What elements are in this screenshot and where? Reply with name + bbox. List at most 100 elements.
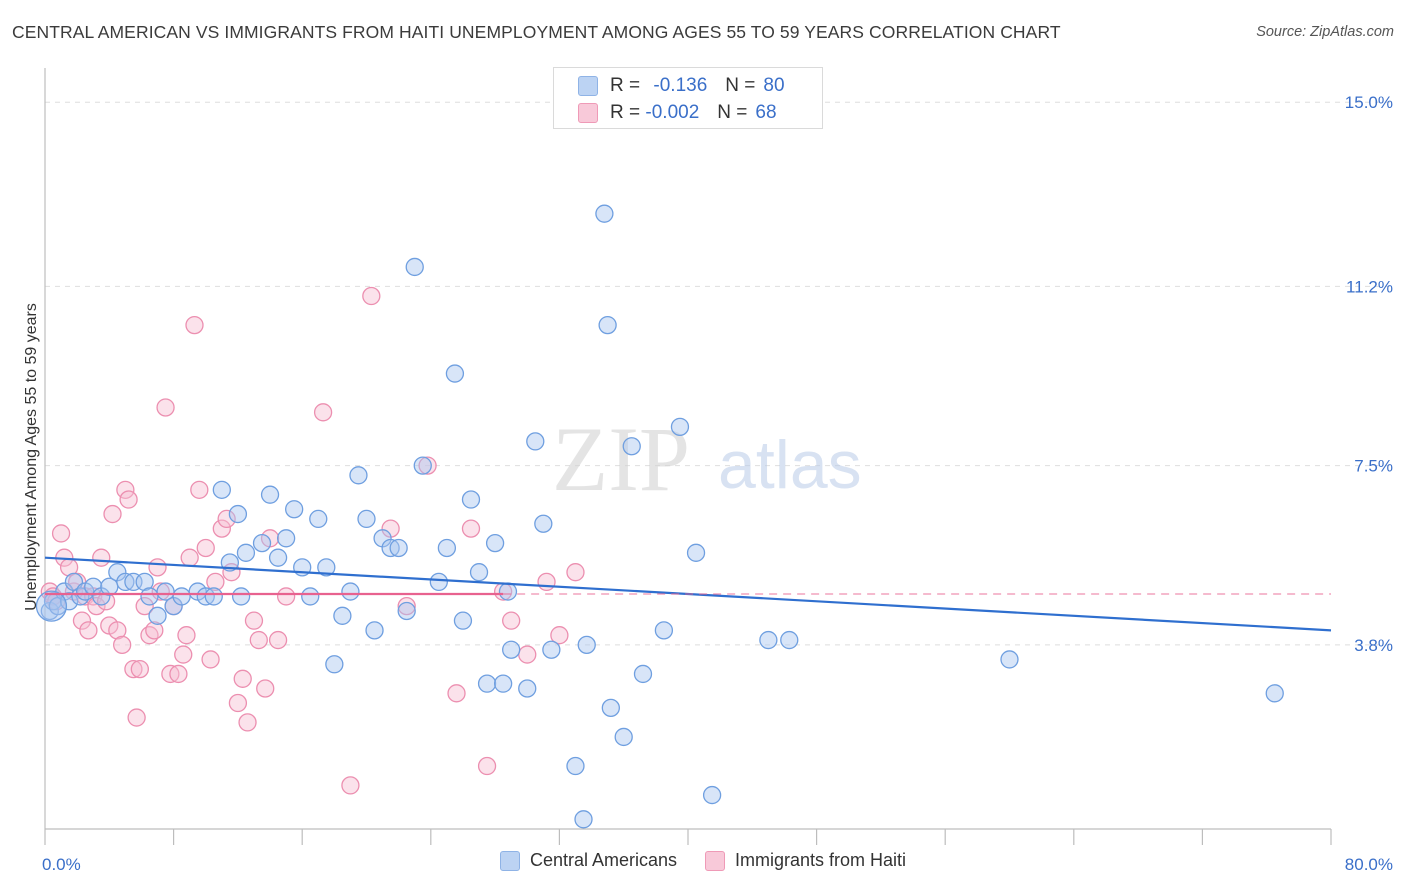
central-american-point xyxy=(759,630,778,650)
haiti-point xyxy=(397,596,416,616)
central-american-point xyxy=(445,364,465,383)
central-american-point xyxy=(285,500,304,519)
haiti-point xyxy=(566,563,585,582)
haiti-point xyxy=(447,684,466,703)
central-american-point xyxy=(397,601,416,621)
central-american-point xyxy=(429,572,448,592)
haiti-point xyxy=(103,504,122,524)
central-american-point xyxy=(252,533,272,553)
central-american-point xyxy=(614,727,633,747)
central-american-point xyxy=(498,582,518,601)
grid-lines xyxy=(45,101,1392,646)
y-tick-label: 7.5% xyxy=(1354,457,1393,476)
haiti-point xyxy=(244,611,264,630)
legend-label: Immigrants from Haiti xyxy=(735,850,907,870)
central-american-point xyxy=(172,587,191,606)
central-american-point xyxy=(59,592,79,611)
haiti-point xyxy=(92,548,111,567)
haiti-point xyxy=(151,582,170,601)
central-american-point xyxy=(534,514,553,533)
haiti-point xyxy=(256,679,275,698)
haiti-point xyxy=(502,611,521,630)
central-american-point xyxy=(493,674,513,693)
haiti-point xyxy=(180,548,199,567)
r-value: -0.136 xyxy=(653,75,708,96)
haiti-point xyxy=(518,645,537,664)
haiti-point xyxy=(130,659,149,679)
haiti-point xyxy=(249,630,268,650)
n-value: 68 xyxy=(755,102,777,123)
haiti-point xyxy=(79,621,98,640)
central-american-point xyxy=(469,563,489,582)
x-tick-label: 0.0% xyxy=(42,855,81,874)
central-american-point xyxy=(204,587,223,606)
central-american-point xyxy=(325,655,344,674)
central-american-point xyxy=(526,432,545,451)
haiti-point xyxy=(190,480,209,499)
central-american-point xyxy=(542,640,561,659)
haiti-point xyxy=(201,650,220,669)
haiti-point xyxy=(119,490,138,509)
blue-swatch-icon xyxy=(578,76,598,96)
chart-legend: Central Americans Immigrants from Haiti xyxy=(0,850,1406,871)
y-axis-label: Unemployment Among Ages 55 to 59 years xyxy=(23,303,40,611)
stats-row-central-americans: R = -0.136 N = 80 xyxy=(578,75,785,97)
data-points xyxy=(35,204,1284,829)
haiti-point xyxy=(145,621,164,640)
n-label: N = xyxy=(725,75,756,96)
central-american-point xyxy=(477,674,497,693)
haiti-point xyxy=(217,509,236,529)
x-tick-label: 80.0% xyxy=(1345,855,1393,874)
central-american-point xyxy=(461,490,481,509)
haiti-point xyxy=(124,659,143,679)
central-american-point xyxy=(220,553,240,572)
central-american-point xyxy=(453,611,473,630)
haiti-point xyxy=(127,708,146,727)
central-american-point xyxy=(212,480,231,499)
stats-row-haiti: R = -0.002 N = 68 xyxy=(578,102,777,124)
central-american-point xyxy=(389,538,408,558)
pink-swatch-icon xyxy=(578,103,598,123)
haiti-point xyxy=(537,572,556,592)
central-american-point xyxy=(231,587,251,606)
central-american-point xyxy=(601,698,620,718)
central-american-point xyxy=(622,437,641,456)
central-american-point xyxy=(654,621,674,640)
haiti-point xyxy=(87,596,106,616)
haiti-point xyxy=(313,403,333,422)
y-tick-label: 3.8% xyxy=(1354,636,1393,655)
haiti-point xyxy=(174,645,193,664)
haiti-point xyxy=(156,398,175,417)
haiti-point xyxy=(51,524,71,543)
central-american-point xyxy=(317,558,336,577)
blue-swatch-icon xyxy=(499,850,520,871)
legend-label: Central Americans xyxy=(529,850,678,870)
haiti-point xyxy=(341,776,360,795)
central-american-point xyxy=(670,417,690,437)
haiti-point xyxy=(477,756,497,776)
haiti-point xyxy=(177,626,196,645)
haiti-point xyxy=(276,587,296,606)
trend-lines xyxy=(44,556,1332,632)
central-american-point xyxy=(405,257,424,277)
central-american-point xyxy=(502,640,521,659)
y-tick-label: 11.2% xyxy=(1346,277,1393,296)
haiti-point xyxy=(113,635,132,655)
haiti-point xyxy=(268,630,288,650)
haiti-point xyxy=(148,558,167,577)
r-value: -0.002 xyxy=(645,102,700,123)
stats-box: R = -0.136 N = 80 R = -0.002 N = 68 xyxy=(553,67,823,129)
central-american-point xyxy=(140,587,159,606)
legend-item-central-americans: Central Americans xyxy=(499,850,678,871)
legend-item-haiti: Immigrants from Haiti xyxy=(705,850,906,871)
central-american-point xyxy=(35,590,68,622)
central-american-point xyxy=(341,582,360,601)
central-american-point xyxy=(518,679,537,698)
n-value: 80 xyxy=(763,75,785,96)
haiti-point xyxy=(418,456,437,475)
haiti-point xyxy=(461,519,481,538)
haiti-point xyxy=(233,669,252,688)
central-american-point xyxy=(268,548,288,567)
central-american-point xyxy=(1265,684,1284,703)
